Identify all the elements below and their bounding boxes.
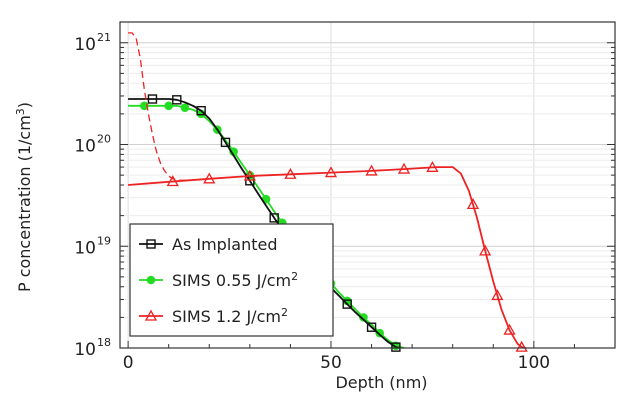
data-point [147, 94, 158, 104]
legend: As Implanted SIMS 0.55 J/cm2 SIMS 1.2 J/cm… [129, 223, 334, 337]
data-point [180, 103, 190, 113]
series-line [128, 98, 401, 349]
series-2 [128, 160, 528, 352]
data-point [269, 213, 279, 223]
data-point [366, 322, 377, 332]
data-point [342, 299, 352, 309]
data-point [324, 166, 338, 178]
data-point [203, 172, 216, 184]
x-tick-label: 50 [320, 353, 342, 373]
data-point [503, 323, 516, 335]
y-axis-title: P concentration (1/cm3) [14, 102, 35, 292]
data-point [196, 105, 206, 116]
legend-box [129, 223, 334, 337]
x-tick-label: 0 [123, 353, 134, 373]
data-point [466, 198, 480, 210]
y-tick-label: 10 [74, 137, 96, 157]
data-point [365, 164, 378, 176]
data-point [491, 289, 504, 301]
legend-item: SIMS 0.55 J/cm2 [139, 270, 298, 291]
data-point [164, 101, 173, 111]
legend-marker [144, 309, 158, 321]
data-point [166, 175, 179, 187]
legend-label: As Implanted [172, 235, 278, 254]
data-point [426, 160, 439, 172]
y-tick-label: 10 [74, 340, 96, 360]
legend-marker [146, 275, 156, 285]
data-point [243, 169, 256, 181]
data-point [479, 244, 492, 256]
x-tick-label: 100 [518, 353, 550, 373]
y-tick-exponent: 18 [97, 336, 111, 349]
series-1 [128, 94, 401, 352]
legend-label: SIMS 0.55 J/cm2 [172, 270, 298, 291]
legend-marker [146, 239, 156, 249]
data-point [220, 137, 231, 148]
legend-item: As Implanted [139, 235, 278, 254]
y-tick-exponent: 20 [97, 133, 111, 146]
x-axis-title: Depth (nm) [335, 373, 427, 392]
legend-item: SIMS 1.2 J/cm2 [139, 306, 288, 327]
y-tick-label: 10 [74, 238, 96, 258]
data-point [391, 342, 401, 352]
series-line [128, 32, 189, 181]
plot-frame [119, 21, 616, 349]
y-tick-label: 10 [74, 35, 96, 55]
data-point [375, 328, 384, 338]
y-tick-exponent: 21 [97, 31, 111, 44]
series-3 [128, 32, 189, 181]
data-point [515, 340, 528, 352]
data-point [284, 167, 297, 179]
legend-label: SIMS 1.2 J/cm2 [172, 306, 288, 327]
data-point [172, 95, 182, 105]
data-point [397, 162, 411, 174]
y-tick-exponent: 19 [97, 234, 111, 247]
